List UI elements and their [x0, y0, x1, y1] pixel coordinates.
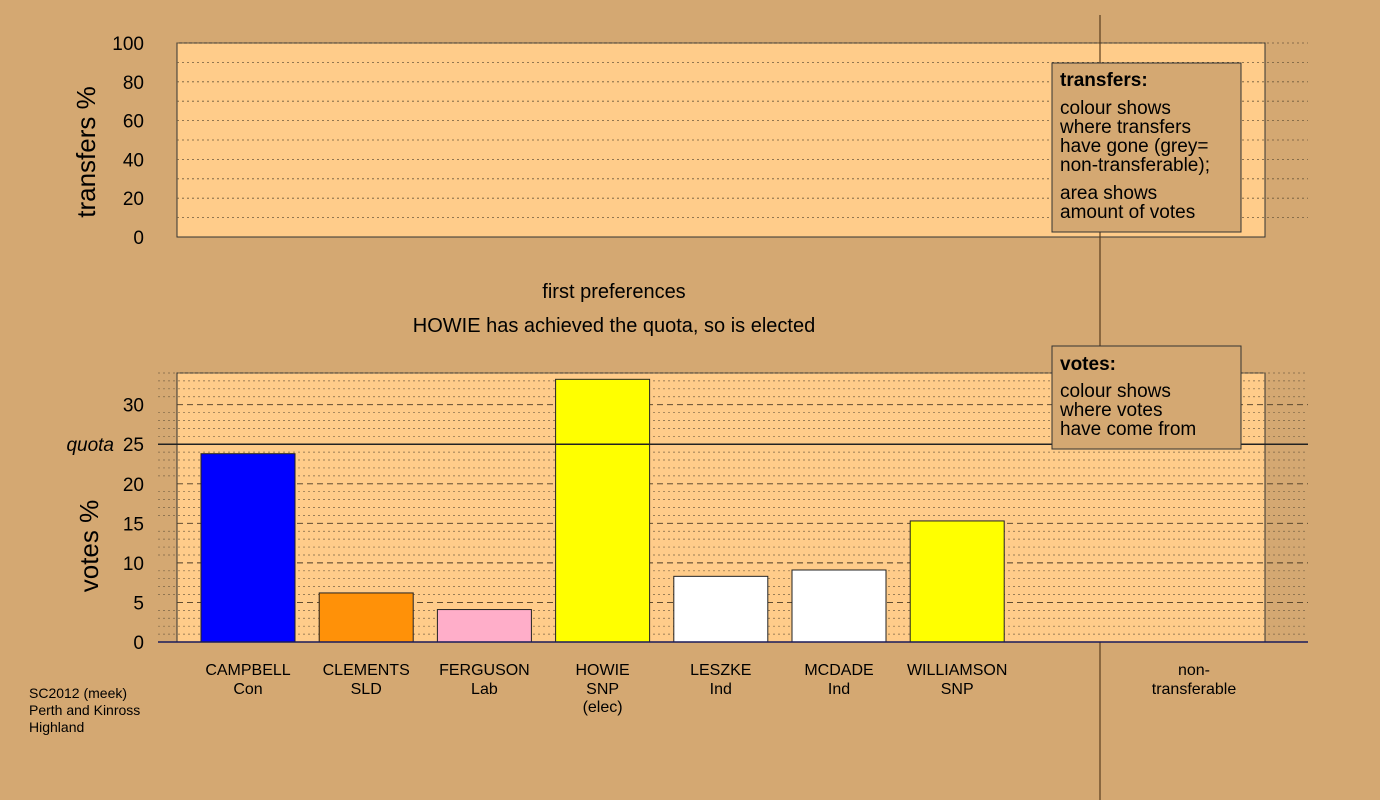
votes-tick-label: 20	[123, 475, 144, 496]
transfers-legend-title: transfers:	[1060, 70, 1148, 91]
bar-leszke	[673, 575, 769, 643]
votes-legend: votes: colour shows where votes have com…	[1051, 345, 1242, 450]
nontransferable-label: non-	[1178, 662, 1210, 679]
transfers-y-ticks: 0 20 40 60 80 100	[112, 34, 144, 249]
nontransferable-label: transferable	[1152, 681, 1237, 698]
votes-legend-title: votes:	[1060, 354, 1116, 375]
votes-legend-line: colour shows	[1060, 381, 1171, 402]
transfers-legend-box	[1051, 62, 1242, 233]
footnote-line: Highland	[29, 719, 84, 735]
transfers-tick-label: 100	[112, 34, 144, 55]
transfers-legend-line: amount of votes	[1060, 202, 1195, 223]
transfers-tick-label: 0	[133, 228, 144, 249]
candidate-party: SNP	[586, 681, 619, 698]
votes-y-axis-title: votes %	[74, 500, 104, 593]
votes-legend-line: have come from	[1060, 419, 1196, 440]
candidate-name: HOWIE	[575, 662, 629, 679]
transfers-legend-line: non-transferable);	[1060, 155, 1210, 176]
bar-ferguson	[436, 609, 532, 643]
transfers-legend-line: have gone (grey=	[1060, 136, 1208, 157]
votes-tick-label: 15	[123, 514, 144, 535]
transfers-legend: transfers: colour shows where transfers …	[1051, 62, 1242, 233]
candidate-name: FERGUSON	[439, 662, 530, 679]
votes-legend-box	[1051, 345, 1242, 450]
candidate-party: Con	[233, 681, 262, 698]
transfers-tick-label: 80	[123, 73, 144, 94]
transfers-legend-line: area shows	[1060, 183, 1157, 204]
candidate-name: LESZKE	[690, 662, 751, 679]
candidate-name: MCDADE	[804, 662, 873, 679]
votes-tick-label: 10	[123, 554, 144, 575]
bar-clements	[318, 592, 414, 643]
candidate-name: CAMPBELL	[205, 662, 290, 679]
votes-tick-label: 0	[133, 633, 144, 654]
bar-campbell	[200, 453, 296, 643]
candidate-status: (elec)	[583, 699, 623, 716]
status-text: HOWIE has achieved the quota, so is elec…	[413, 315, 815, 337]
candidate-party: Ind	[828, 681, 850, 698]
candidate-party: Lab	[471, 681, 498, 698]
footnote-line: SC2012 (meek)	[29, 685, 127, 701]
candidate-labels: CAMPBELL Con CLEMENTS SLD FERGUSON Lab HOWIE SN…	[205, 662, 1007, 716]
votes-tick-label: 25	[123, 435, 144, 456]
votes-y-ticks: 0 5 10 15 20 25 30	[123, 396, 144, 654]
transfers-legend-line: colour shows	[1060, 98, 1171, 119]
votes-bars	[200, 378, 1005, 643]
bar-mcdade	[791, 569, 887, 643]
transfers-tick-label: 40	[123, 150, 144, 171]
footnote-line: Perth and Kinross	[29, 702, 140, 718]
transfers-gridlines	[177, 42, 1308, 219]
bar-williamson	[909, 520, 1005, 643]
transfers-y-axis-title: transfers %	[71, 86, 101, 218]
votes-tick-label: 5	[133, 593, 144, 614]
candidate-party: Ind	[710, 681, 732, 698]
candidate-party: SNP	[941, 681, 974, 698]
candidate-party: SLD	[351, 681, 382, 698]
transfers-tick-label: 20	[123, 189, 144, 210]
stage-text: first preferences	[542, 281, 685, 303]
votes-legend-line: where votes	[1059, 400, 1162, 421]
bar-howie	[555, 378, 651, 643]
quota-label: quota	[66, 435, 114, 456]
transfers-tick-label: 60	[123, 112, 144, 133]
transfers-legend-line: where transfers	[1059, 117, 1191, 138]
votes-tick-label: 30	[123, 396, 144, 417]
candidate-name: CLEMENTS	[323, 662, 410, 679]
candidate-name: WILLIAMSON	[907, 662, 1007, 679]
